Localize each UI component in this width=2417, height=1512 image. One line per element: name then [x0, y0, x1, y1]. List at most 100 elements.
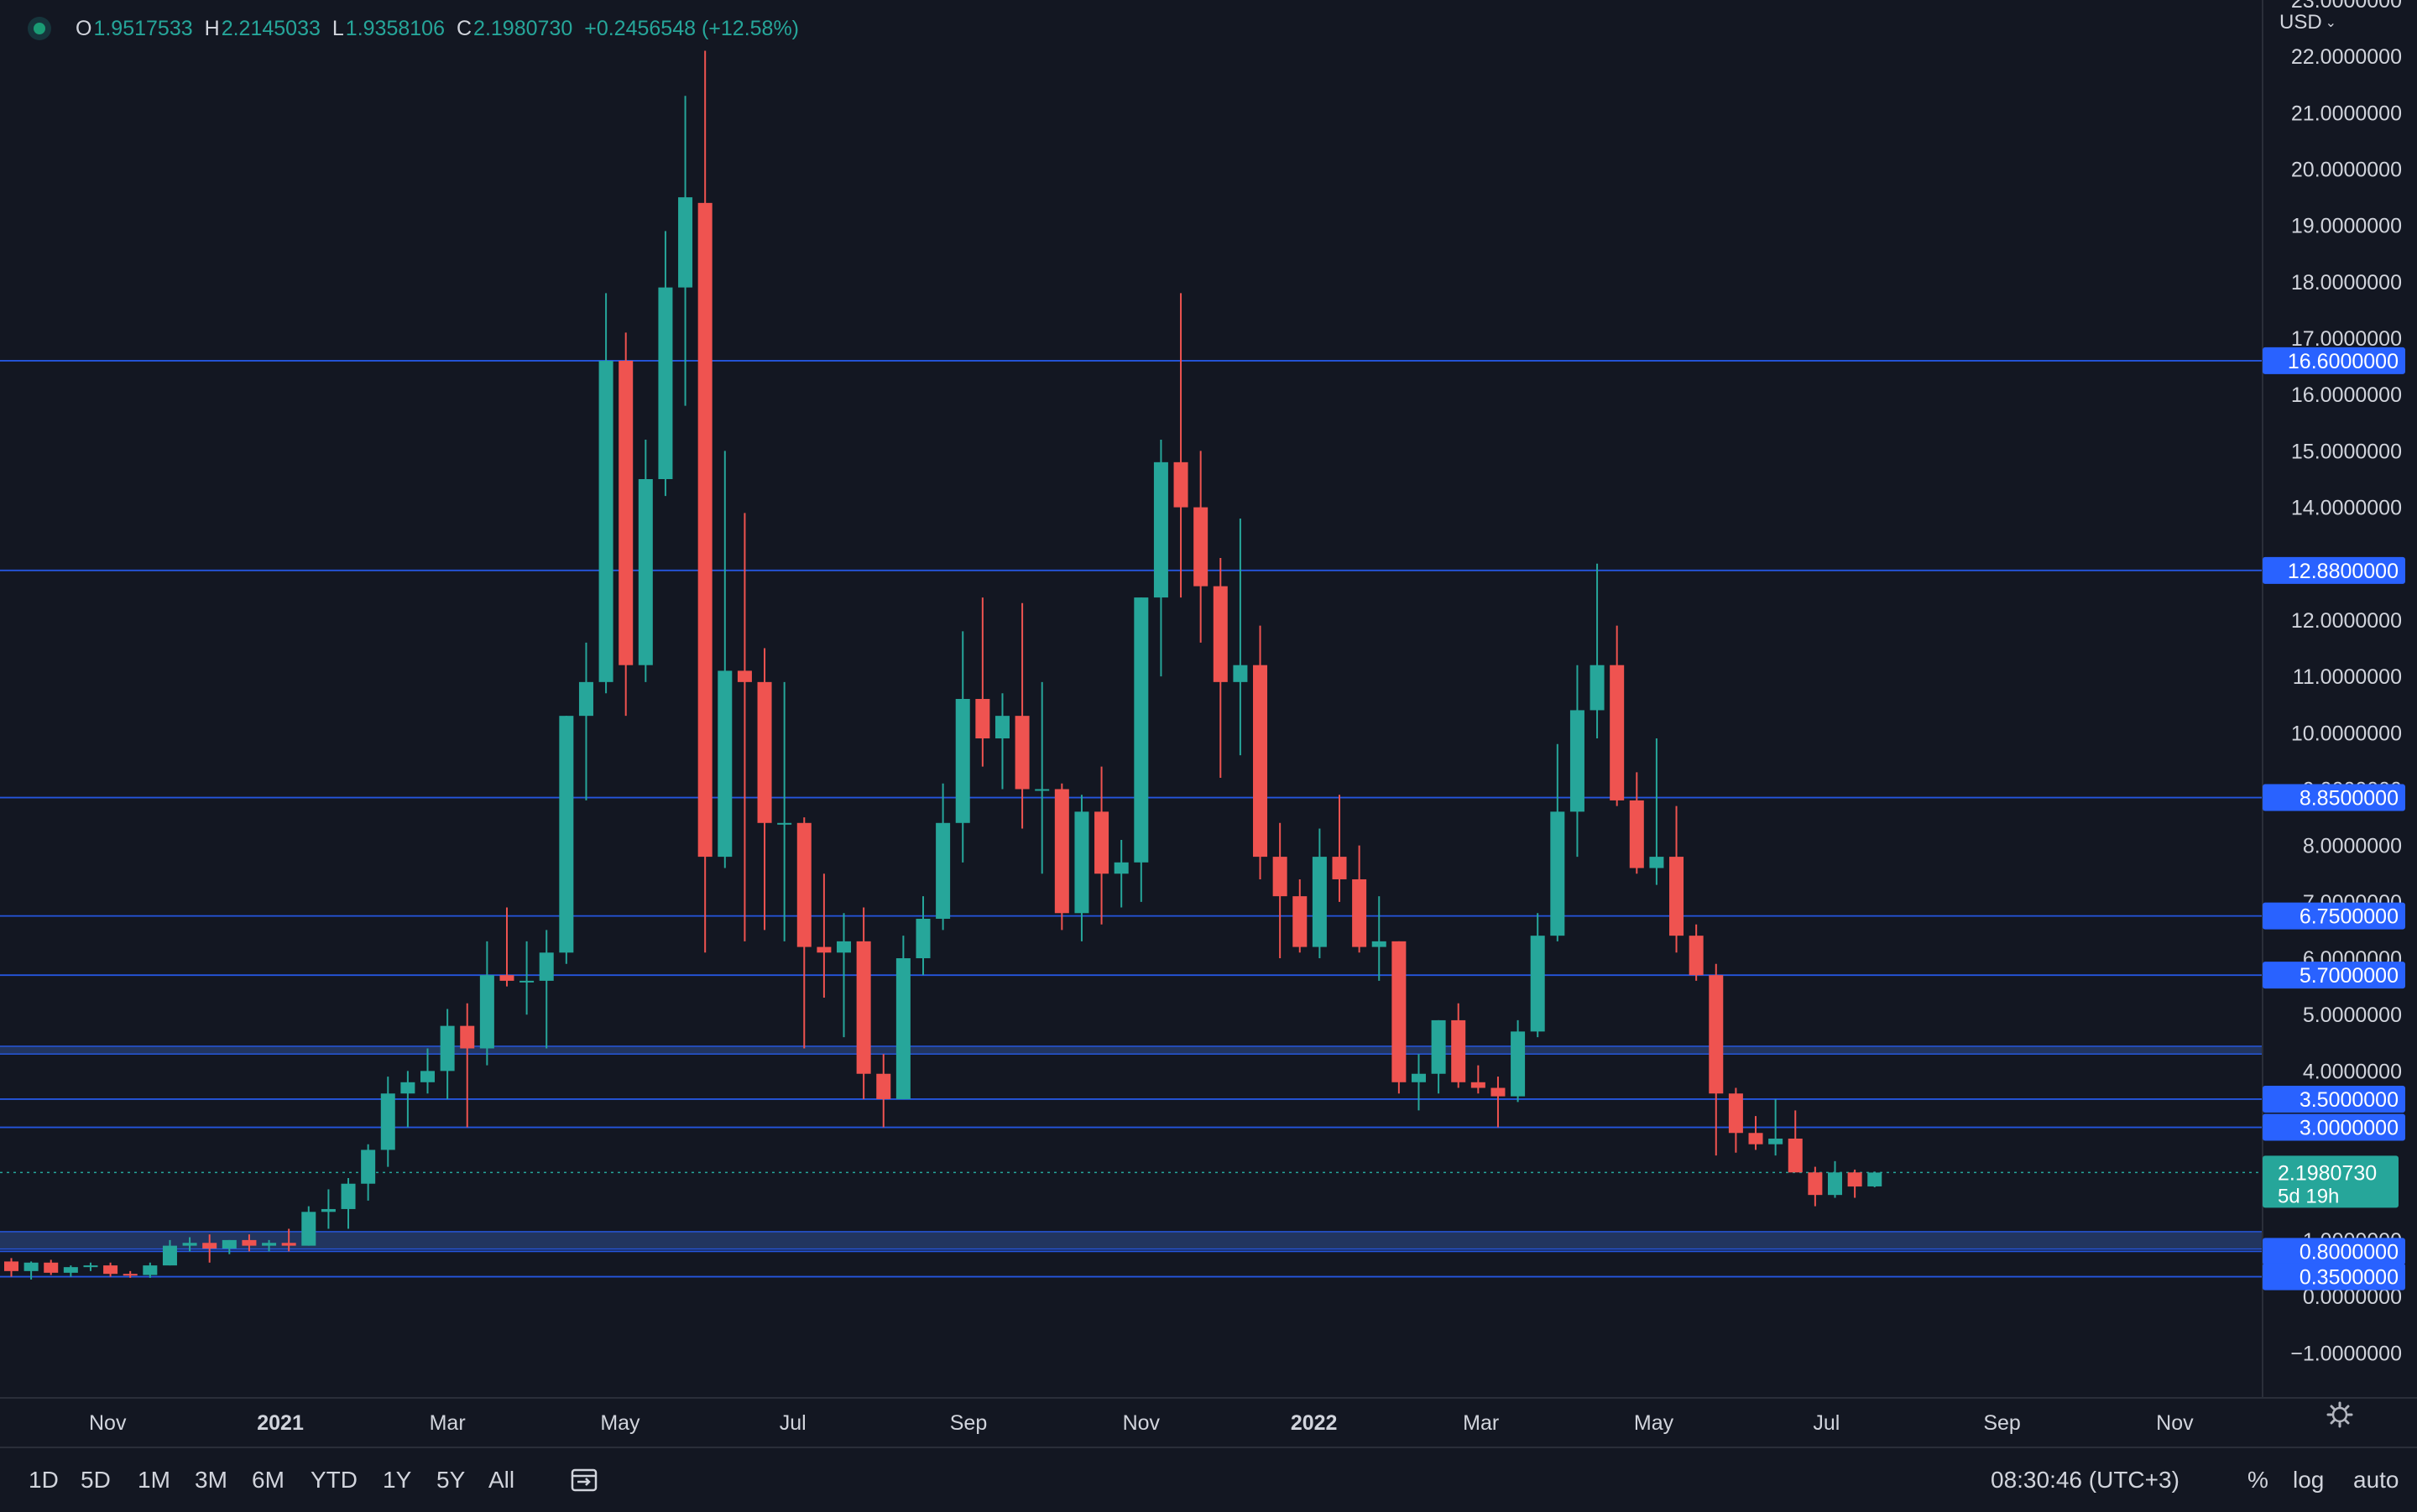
- candle[interactable]: [202, 1234, 217, 1263]
- candle[interactable]: [440, 1009, 455, 1099]
- candle[interactable]: [479, 941, 494, 1066]
- candle[interactable]: [1173, 293, 1188, 598]
- candle[interactable]: [1371, 896, 1386, 981]
- candle[interactable]: [916, 896, 931, 976]
- candle[interactable]: [222, 1239, 237, 1254]
- range-button-1y[interactable]: 1Y: [383, 1467, 412, 1493]
- candle[interactable]: [63, 1265, 78, 1277]
- candle[interactable]: [123, 1270, 138, 1278]
- candle[interactable]: [1847, 1169, 1862, 1198]
- candle[interactable]: [1411, 1054, 1426, 1111]
- candle[interactable]: [1233, 519, 1248, 756]
- candle[interactable]: [519, 941, 535, 1015]
- candle[interactable]: [757, 648, 772, 931]
- candle[interactable]: [1114, 839, 1129, 908]
- candle[interactable]: [1134, 597, 1149, 902]
- candle[interactable]: [380, 1077, 395, 1167]
- range-button-5y[interactable]: 5Y: [436, 1467, 466, 1493]
- currency-selector[interactable]: USD ⌄: [2279, 8, 2336, 37]
- percent-scale-button[interactable]: %: [2247, 1467, 2268, 1493]
- date-range-icon[interactable]: [567, 1463, 601, 1497]
- candle[interactable]: [262, 1239, 277, 1252]
- candle[interactable]: [341, 1178, 356, 1229]
- candle[interactable]: [1550, 743, 1565, 941]
- candle[interactable]: [876, 1054, 891, 1128]
- candle[interactable]: [539, 930, 554, 1049]
- candle[interactable]: [281, 1228, 296, 1252]
- candle[interactable]: [1332, 795, 1347, 902]
- candle[interactable]: [1272, 822, 1287, 959]
- candle[interactable]: [162, 1239, 177, 1266]
- candle[interactable]: [697, 50, 713, 953]
- candle[interactable]: [1530, 913, 1545, 1038]
- candle[interactable]: [1748, 1116, 1763, 1150]
- candle[interactable]: [598, 293, 613, 694]
- candle[interactable]: [242, 1234, 257, 1252]
- candle[interactable]: [1094, 766, 1109, 925]
- range-button-3m[interactable]: 3M: [195, 1467, 227, 1493]
- candle[interactable]: [400, 1071, 415, 1128]
- candle[interactable]: [1451, 1003, 1466, 1088]
- candle[interactable]: [638, 439, 653, 682]
- support-zone-0[interactable]: [0, 1045, 2263, 1055]
- candle[interactable]: [856, 907, 871, 1099]
- candle[interactable]: [1689, 924, 1704, 981]
- auto-scale-button[interactable]: auto: [2353, 1467, 2399, 1493]
- candle[interactable]: [936, 783, 951, 931]
- candle[interactable]: [1292, 879, 1308, 953]
- candle[interactable]: [1669, 806, 1684, 953]
- candle[interactable]: [1649, 738, 1664, 885]
- range-button-5d[interactable]: 5D: [81, 1467, 111, 1493]
- candle[interactable]: [619, 332, 634, 717]
- candle[interactable]: [817, 873, 832, 998]
- session-clock[interactable]: 08:30:46 (UTC+3): [1991, 1467, 2179, 1493]
- candle[interactable]: [3, 1258, 18, 1277]
- candle[interactable]: [1352, 845, 1367, 953]
- candle[interactable]: [1629, 772, 1644, 874]
- candle[interactable]: [796, 817, 812, 1049]
- log-scale-button[interactable]: log: [2293, 1467, 2325, 1493]
- candle[interactable]: [182, 1237, 197, 1252]
- candle[interactable]: [895, 936, 911, 1099]
- range-button-all[interactable]: All: [488, 1467, 515, 1493]
- candle[interactable]: [23, 1261, 39, 1280]
- candle[interactable]: [1253, 625, 1268, 879]
- candle[interactable]: [1391, 941, 1407, 1094]
- candle[interactable]: [460, 1003, 475, 1128]
- candle[interactable]: [1054, 783, 1069, 931]
- candle[interactable]: [1768, 1098, 1783, 1156]
- time-axis[interactable]: Nov 2021 Mar May Jul Sep Nov 2022 Mar May Jul Sep No…: [89, 1411, 2194, 1435]
- candle[interactable]: [83, 1262, 98, 1271]
- candle[interactable]: [1074, 795, 1089, 941]
- candle[interactable]: [737, 513, 752, 941]
- candle[interactable]: [1431, 1019, 1446, 1094]
- candle[interactable]: [1788, 1110, 1803, 1173]
- range-button-1d[interactable]: 1D: [29, 1467, 59, 1493]
- candle[interactable]: [777, 681, 792, 941]
- candle[interactable]: [1035, 681, 1050, 874]
- candle[interactable]: [499, 907, 514, 987]
- candle[interactable]: [975, 597, 990, 767]
- status-dot-icon[interactable]: [34, 23, 45, 34]
- candle[interactable]: [1569, 665, 1584, 858]
- candle[interactable]: [1827, 1160, 1842, 1198]
- candle[interactable]: [1867, 1171, 1882, 1188]
- candle[interactable]: [1213, 558, 1228, 779]
- candle[interactable]: [103, 1262, 118, 1277]
- support-zone-1[interactable]: [0, 1231, 2263, 1249]
- candle[interactable]: [44, 1259, 59, 1275]
- candle[interactable]: [1511, 1019, 1526, 1103]
- candle[interactable]: [143, 1262, 158, 1278]
- candle[interactable]: [1728, 1087, 1743, 1153]
- candles[interactable]: [3, 50, 1882, 1280]
- candle[interactable]: [1610, 625, 1625, 806]
- candle[interactable]: [1590, 563, 1605, 739]
- range-button-1m[interactable]: 1M: [138, 1467, 170, 1493]
- candle[interactable]: [1808, 1166, 1823, 1207]
- candle[interactable]: [994, 693, 1010, 790]
- candle[interactable]: [678, 96, 693, 406]
- horizontal-levels[interactable]: [0, 360, 2263, 1278]
- candle[interactable]: [837, 913, 852, 1038]
- candle[interactable]: [559, 716, 574, 964]
